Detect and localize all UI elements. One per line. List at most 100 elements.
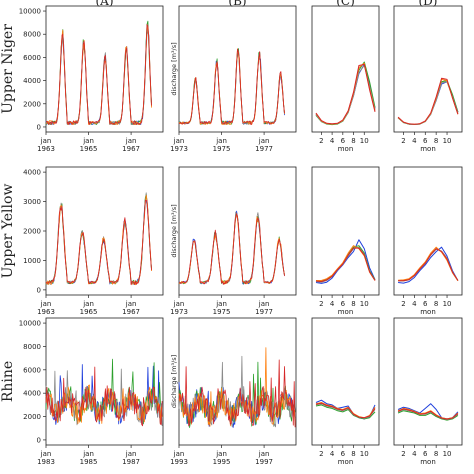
y-tick-label: 8000 bbox=[23, 343, 41, 351]
panel-frame bbox=[178, 317, 297, 446]
series-line bbox=[178, 213, 285, 285]
x-tick-label: 8 bbox=[434, 137, 438, 145]
y-tick-label: 6000 bbox=[23, 366, 41, 374]
x-tick-label: 1975 bbox=[213, 308, 231, 316]
x-tick-label: 8 bbox=[351, 137, 355, 145]
x-tick-label: jan bbox=[125, 137, 137, 145]
x-tick-label: 4 bbox=[412, 137, 417, 145]
x-tick-label: 10 bbox=[360, 300, 369, 308]
x-tick-label: 10 bbox=[360, 137, 369, 145]
x-tick-label: 10 bbox=[443, 137, 452, 145]
x-axis-label: mon bbox=[338, 308, 354, 316]
x-axis-label: mon bbox=[420, 308, 436, 316]
series-line bbox=[315, 402, 376, 419]
x-tick-label: 1977 bbox=[255, 145, 273, 153]
x-tick-label: 1987 bbox=[122, 458, 140, 466]
chart-panel: jan1983jan1985jan19870200040006000800010… bbox=[19, 317, 164, 466]
x-tick-label: 1973 bbox=[170, 308, 188, 316]
series-line bbox=[315, 404, 376, 420]
y-tick-label: 0 bbox=[37, 436, 41, 444]
y-axis-label: discharge [m³/s] bbox=[170, 355, 178, 408]
x-tick-label: jan bbox=[82, 300, 94, 308]
x-tick-label: 4 bbox=[412, 450, 417, 458]
x-tick-label: jan bbox=[173, 137, 185, 145]
series-line bbox=[315, 63, 376, 125]
x-axis-label: mon bbox=[420, 145, 436, 153]
chart-panel: 2 4 6 8 10 mon bbox=[311, 317, 380, 466]
x-tick-label: jan bbox=[40, 450, 52, 458]
y-axis-label: discharge [m³/s] bbox=[170, 42, 178, 95]
x-tick-label: 2 bbox=[319, 450, 323, 458]
x-tick-label: 8 bbox=[351, 300, 355, 308]
chart-panel: 2 4 6 8 10 mon bbox=[393, 5, 463, 153]
y-tick-label: 10000 bbox=[19, 8, 41, 16]
series-line bbox=[178, 51, 285, 125]
x-tick-label: 4 bbox=[412, 300, 417, 308]
chart-panel: 2 4 6 8 10 mon bbox=[393, 166, 463, 316]
x-tick-label: jan bbox=[173, 450, 185, 458]
y-tick-label: 4000 bbox=[23, 169, 41, 177]
x-tick-label: 1967 bbox=[122, 308, 140, 316]
x-tick-label: 2 bbox=[401, 450, 405, 458]
x-tick-label: 1977 bbox=[255, 308, 273, 316]
panel-frame bbox=[178, 166, 297, 296]
column-label: (C) bbox=[336, 0, 355, 8]
y-tick-label: 8000 bbox=[23, 31, 41, 39]
series-line bbox=[316, 245, 376, 281]
x-tick-label: jan bbox=[258, 300, 270, 308]
chart-panel: 2 4 6 8 10 mon bbox=[311, 166, 380, 316]
x-tick-label: 6 bbox=[423, 137, 428, 145]
x-tick-label: 10 bbox=[443, 450, 452, 458]
x-tick-label: 6 bbox=[341, 450, 346, 458]
x-tick-label: jan bbox=[258, 137, 270, 145]
row-label: Upper Yellow bbox=[0, 184, 16, 279]
x-tick-label: 1963 bbox=[37, 145, 55, 153]
x-tick-label: 6 bbox=[423, 450, 428, 458]
series-line bbox=[45, 200, 152, 286]
x-tick-label: jan bbox=[125, 300, 137, 308]
series-line bbox=[178, 213, 285, 285]
y-tick-label: 0 bbox=[37, 123, 41, 131]
column-label: (A) bbox=[95, 0, 113, 8]
x-tick-label: 2 bbox=[319, 300, 323, 308]
series-line bbox=[178, 355, 296, 428]
series-line bbox=[315, 239, 376, 284]
x-tick-label: 8 bbox=[434, 300, 438, 308]
series-line bbox=[316, 245, 376, 282]
series-line bbox=[397, 77, 459, 125]
series-line bbox=[178, 359, 296, 428]
x-tick-label: 2 bbox=[401, 137, 405, 145]
x-tick-label: 4 bbox=[330, 450, 335, 458]
series-line bbox=[398, 248, 459, 282]
x-tick-label: 1997 bbox=[255, 458, 273, 466]
x-tick-label: 1975 bbox=[213, 145, 231, 153]
x-tick-label: 8 bbox=[351, 450, 355, 458]
y-tick-label: 2000 bbox=[23, 413, 41, 421]
x-tick-label: 8 bbox=[434, 450, 438, 458]
x-tick-label: 2 bbox=[401, 300, 405, 308]
panel-frame bbox=[178, 5, 297, 133]
y-tick-label: 6000 bbox=[23, 54, 41, 62]
panel-frame bbox=[393, 166, 463, 296]
x-tick-label: jan bbox=[40, 137, 52, 145]
x-tick-label: 1985 bbox=[80, 458, 98, 466]
y-axis-label: discharge [m³/s] bbox=[170, 204, 178, 257]
x-tick-label: jan bbox=[215, 450, 227, 458]
x-tick-label: 2 bbox=[319, 137, 323, 145]
series-line bbox=[397, 408, 459, 420]
panel-frame bbox=[311, 317, 380, 446]
x-tick-label: 1995 bbox=[213, 458, 231, 466]
y-tick-label: 2000 bbox=[23, 228, 41, 236]
x-tick-label: 4 bbox=[330, 137, 335, 145]
x-tick-label: 1973 bbox=[170, 145, 188, 153]
x-tick-label: jan bbox=[215, 137, 227, 145]
series-line bbox=[397, 410, 459, 421]
series-line bbox=[178, 211, 285, 285]
column-label: (D) bbox=[419, 0, 438, 8]
x-tick-label: 1983 bbox=[37, 458, 55, 466]
x-tick-label: 6 bbox=[341, 300, 346, 308]
